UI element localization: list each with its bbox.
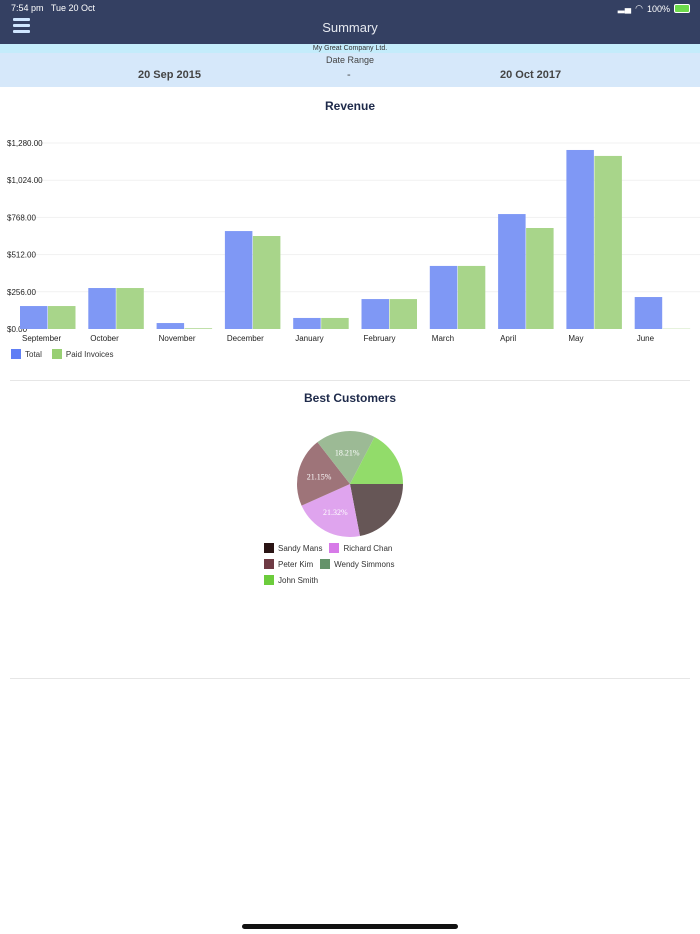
x-tick-label: June: [637, 334, 655, 343]
wifi-icon: ◠: [635, 3, 643, 13]
legend-label: Wendy Simmons: [334, 559, 395, 569]
signal-icon: ▂▄: [617, 3, 632, 13]
bar-total: [498, 214, 526, 329]
revenue-legend: Total Paid Invoices: [11, 349, 114, 359]
slice-label: 21.15%: [307, 472, 332, 481]
y-tick-label: $1,280.00: [7, 139, 43, 148]
bar-total: [156, 323, 185, 329]
bar-total: [566, 149, 594, 329]
y-tick-label: $0.00: [7, 325, 28, 334]
nav-bar: 7:54 pm Tue 20 Oct ▂▄ ◠ 100% Summary: [0, 0, 700, 44]
legend-item: Peter Kim: [264, 559, 313, 569]
slice-label: 18.21%: [335, 448, 360, 457]
revenue-chart: $0.00 $256.00 $512.00 $768.00 $1,024.00 $1,28…: [7, 139, 700, 343]
legend-label: John Smith: [278, 575, 319, 585]
bar-paid: [526, 228, 554, 329]
legend-swatch-total: [11, 349, 21, 359]
status-indicators: ▂▄ ◠ 100%: [618, 3, 690, 14]
x-tick-label: April: [500, 334, 516, 343]
end-date[interactable]: 20 Oct 2017: [500, 69, 562, 81]
legend-swatch-paid: [51, 349, 62, 359]
y-tick-label: $512.00: [7, 251, 36, 260]
legend-item: Wendy Simmons: [320, 559, 394, 569]
legend-item: John Smith: [264, 575, 318, 585]
bar-paid: [252, 236, 281, 329]
status-time: 7:54 pm Tue 20 Oct: [11, 3, 96, 13]
legend-total: Total: [25, 349, 42, 359]
x-tick-label: November: [159, 334, 196, 343]
bar-total: [224, 231, 253, 329]
bar-paid: [594, 155, 622, 329]
bar-paid: [457, 265, 486, 329]
slice-label: 21.32%: [323, 508, 348, 517]
customers-legend: Sandy Mans Richard Chan Peter Kim Wendy Sim…: [264, 543, 444, 591]
x-tick-label: February: [364, 334, 396, 343]
legend-item: Sandy Mans: [264, 543, 322, 553]
legend-swatch: [264, 575, 274, 585]
bar-paid: [116, 288, 144, 329]
pie-slice: [350, 437, 403, 484]
pie-slice: [317, 431, 375, 484]
divider: [10, 678, 690, 679]
pie-slice: [301, 484, 360, 537]
bar-total: [293, 317, 321, 329]
bar-total: [634, 297, 663, 329]
legend-swatch: [264, 559, 274, 569]
divider: [10, 380, 690, 381]
bar-paid: [184, 328, 213, 329]
legend-item: Richard Chan: [329, 543, 392, 553]
x-tick-label: May: [568, 334, 583, 343]
start-date[interactable]: 20 Sep 2015: [138, 69, 201, 81]
bar-paid: [321, 317, 349, 329]
pie-slice: [350, 484, 403, 537]
x-tick-label: March: [432, 334, 454, 343]
page-title: Summary: [322, 20, 378, 35]
y-tick-label: $768.00: [7, 213, 36, 222]
battery-icon: [674, 4, 690, 13]
legend-label: Richard Chan: [343, 543, 393, 553]
bar-total: [361, 299, 389, 329]
legend-label: Peter Kim: [278, 559, 314, 569]
date-separator: -: [347, 69, 351, 81]
hamburger-icon[interactable]: [13, 18, 30, 33]
bar-paid: [48, 306, 76, 329]
customers-pie: 21.32% 21.15% 18.21%: [297, 431, 403, 537]
pie-slice: [297, 442, 350, 506]
x-tick-label: December: [227, 334, 264, 343]
battery-percent: 100%: [646, 3, 670, 14]
legend-paid: Paid Invoices: [65, 349, 114, 359]
x-tick-label: October: [90, 334, 119, 343]
revenue-title: Revenue: [324, 99, 376, 113]
company-name: My Great Company Ltd.: [0, 44, 700, 53]
date-range-label: Date Range: [325, 55, 375, 65]
legend-swatch: [329, 543, 340, 553]
bar-paid: [389, 299, 417, 329]
y-tick-label: $256.00: [7, 288, 36, 297]
legend-swatch: [320, 559, 331, 569]
bar-total: [20, 306, 48, 329]
bar-total: [429, 265, 458, 329]
x-tick-label: September: [22, 334, 61, 343]
legend-swatch: [264, 543, 274, 553]
legend-label: Sandy Mans: [278, 543, 323, 553]
y-tick-label: $1,024.00: [7, 176, 43, 185]
x-tick-label: January: [295, 334, 323, 343]
date-range: Date Range 20 Sep 2015 - 20 Oct 2017: [0, 53, 700, 87]
customers-title: Best Customers: [303, 391, 397, 405]
home-indicator: [242, 924, 458, 929]
bar-total: [88, 288, 116, 329]
